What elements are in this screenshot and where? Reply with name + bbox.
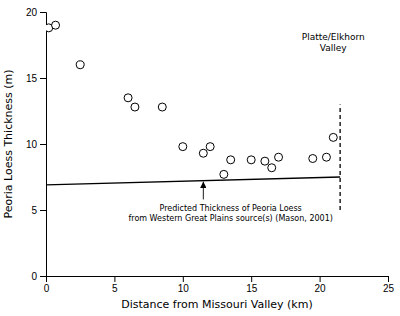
scatter-point (227, 156, 235, 164)
scatter-point (124, 94, 132, 102)
tick-mark (40, 144, 46, 145)
scatter-point (199, 149, 207, 157)
tick-mark (40, 12, 46, 13)
y-axis-title: Peoria Loess Thickness (m) (2, 69, 15, 218)
tick-mark (251, 276, 252, 282)
tick: 5 (112, 276, 118, 294)
scatter-point (322, 153, 330, 161)
scatter-point (268, 164, 276, 172)
scatter-point (131, 103, 139, 111)
tick: 15 (26, 73, 46, 84)
dashed-line (339, 104, 340, 210)
scatter-series (46, 21, 337, 178)
tick-label: 10 (26, 139, 38, 150)
annotation: Predicted Thickness of Peoria Loessfrom … (128, 204, 332, 223)
tick: 20 (315, 276, 327, 294)
scatter-point (206, 143, 214, 151)
annotation-line: Platte/Elkhorn (302, 32, 365, 42)
plot: 0 5 10 15 20 25 0 5 10 15 20 Platte/ElkhornValley Pr… (26, 7, 395, 294)
x-axis-title: Distance from Missouri Valley (km) (121, 298, 312, 311)
tick: 15 (246, 276, 258, 294)
tick: 0 (44, 276, 50, 294)
tick-mark (40, 210, 46, 211)
tick-label: 10 (178, 283, 190, 294)
annotation-line: from Western Great Plains source(s) (Mas… (128, 214, 332, 223)
tick-mark (183, 276, 184, 282)
tick-mark (388, 276, 389, 282)
tick-mark (40, 276, 46, 277)
tick: 10 (26, 139, 46, 150)
tick: 20 (26, 7, 46, 18)
tick: 5 (31, 205, 46, 216)
x-axis: 0 5 10 15 20 25 (44, 276, 395, 294)
tick-label: 5 (112, 283, 118, 294)
scatter-point (247, 156, 255, 164)
annotation: Platte/ElkhornValley (302, 32, 365, 53)
annotation-arrow (203, 182, 204, 200)
tick-label: 0 (44, 283, 50, 294)
tick-label: 20 (26, 7, 38, 18)
annotation-line: Predicted Thickness of Peoria Loess (160, 204, 302, 213)
tick-label: 15 (246, 283, 258, 294)
tick-label: 20 (315, 283, 327, 294)
tick-mark (114, 276, 115, 282)
scatter-point (309, 155, 317, 163)
tick: 10 (178, 276, 190, 294)
scatter-point (275, 153, 283, 161)
tick: 0 (31, 271, 46, 282)
axis-line (40, 13, 47, 277)
scatter-point (329, 133, 337, 141)
scatter-point (158, 103, 166, 111)
line (46, 177, 340, 185)
chart: 0 5 10 15 20 25 0 5 10 15 20 Platte/ElkhornValley Pr… (0, 0, 400, 316)
tick: 25 (383, 276, 395, 294)
axis-line (47, 277, 389, 283)
scatter-point (76, 61, 84, 69)
scatter-point (261, 157, 269, 165)
tick-label: 25 (383, 283, 395, 294)
tick-label: 5 (31, 205, 37, 216)
y-axis: 0 5 10 15 20 (26, 7, 47, 282)
annotations: Platte/ElkhornValley Predicted Thickness … (128, 32, 364, 223)
tick-label: 15 (26, 73, 38, 84)
scatter-point (220, 170, 228, 178)
annotation-line: Valley (320, 43, 348, 53)
tick-mark (320, 276, 321, 282)
tick-label: 0 (31, 271, 37, 282)
scatter-point (52, 21, 60, 29)
scatter-point (179, 143, 187, 151)
marks (46, 21, 340, 210)
tick-mark (40, 78, 46, 79)
